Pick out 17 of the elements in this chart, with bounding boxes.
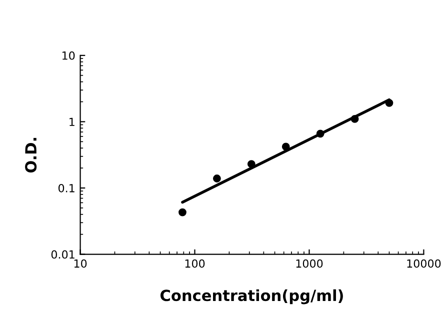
y-tick-label: 0.1 <box>58 184 74 192</box>
point <box>212 174 221 182</box>
x-tick-label: 100 <box>185 259 205 268</box>
point <box>316 130 324 138</box>
point <box>282 142 290 151</box>
x-tick-label: 1000 <box>296 259 323 268</box>
y-tick-label: 0.01 <box>51 250 74 259</box>
point <box>247 160 256 168</box>
point <box>178 208 186 216</box>
y-tick-label: 1 <box>70 118 74 126</box>
x-axis-title: Concentration(pg/ml) <box>160 289 343 304</box>
point <box>350 115 359 123</box>
point <box>385 98 394 107</box>
x-tick-label: 10 <box>74 259 87 268</box>
x-tick-label: 10000 <box>407 259 441 268</box>
y-tick-label: 10 <box>62 51 75 60</box>
y-axis-title: O.D. <box>25 138 37 173</box>
